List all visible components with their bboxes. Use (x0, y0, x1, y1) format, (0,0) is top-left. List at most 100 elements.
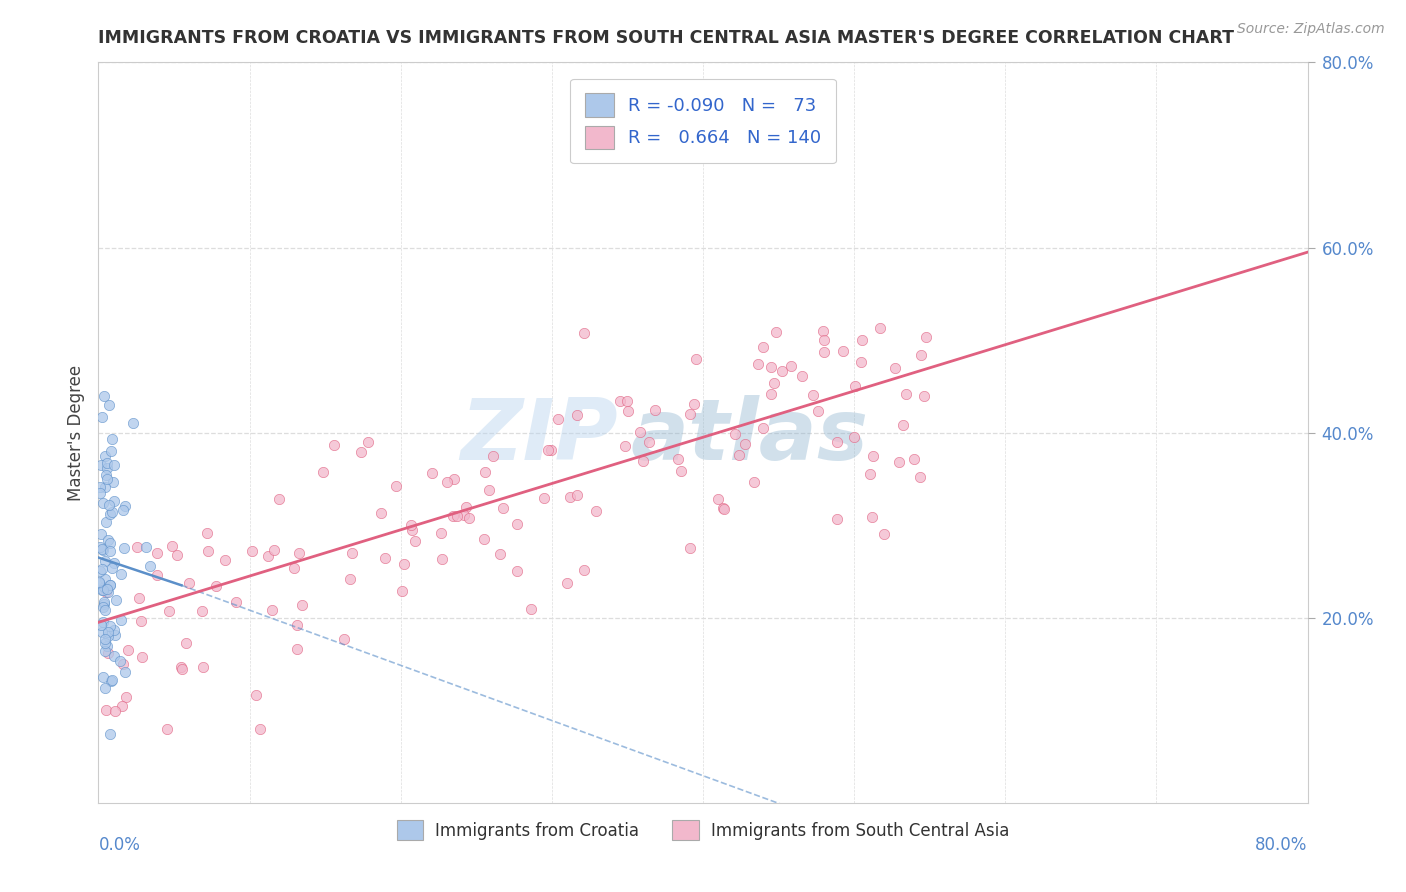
Point (101, 505, 124, 519)
Point (96, 467, 118, 482)
Point (97, 625, 120, 640)
Text: atlas: atlas (630, 395, 869, 478)
Point (98, 507, 121, 521)
Point (103, 648, 125, 663)
Point (453, 508, 475, 522)
Point (533, 491, 555, 505)
Point (752, 421, 775, 435)
Point (129, 614, 152, 628)
Point (844, 379, 866, 393)
Point (110, 613, 132, 627)
Point (108, 655, 131, 669)
Point (790, 368, 813, 383)
Point (98, 544, 121, 558)
Point (474, 465, 496, 479)
Point (97, 646, 120, 660)
Point (370, 506, 392, 520)
Point (350, 444, 373, 458)
Point (146, 568, 169, 582)
Point (195, 525, 218, 540)
Point (90, 624, 112, 639)
Point (727, 448, 749, 462)
Legend: Immigrants from Croatia, Immigrants from South Central Asia: Immigrants from Croatia, Immigrants from… (389, 814, 1017, 847)
Point (110, 566, 132, 581)
Point (100, 535, 122, 549)
Point (117, 643, 139, 657)
Point (887, 455, 910, 469)
Point (679, 541, 702, 556)
Point (169, 660, 191, 674)
Point (112, 657, 135, 671)
Point (90, 582, 112, 597)
Point (860, 510, 883, 524)
Point (851, 333, 873, 347)
Point (90, 562, 112, 576)
Point (112, 541, 135, 555)
Point (90, 458, 112, 473)
Point (90, 618, 112, 632)
Point (93, 388, 115, 402)
Point (912, 389, 935, 403)
Point (98, 727, 121, 741)
Point (813, 324, 835, 338)
Point (127, 540, 149, 554)
Point (249, 722, 271, 736)
Point (630, 425, 652, 439)
Point (489, 547, 512, 561)
Point (401, 524, 423, 538)
Point (103, 556, 125, 570)
Point (89, 565, 111, 579)
Point (114, 665, 136, 679)
Point (91, 496, 114, 510)
Point (679, 407, 702, 421)
Point (765, 325, 787, 339)
Point (356, 435, 378, 450)
Text: 0.0%: 0.0% (98, 836, 141, 855)
Point (191, 604, 214, 618)
Point (100, 673, 122, 688)
Point (89, 576, 111, 591)
Point (291, 598, 314, 612)
Point (713, 501, 735, 516)
Point (520, 602, 543, 616)
Point (267, 492, 290, 507)
Y-axis label: Master's Degree: Master's Degree (66, 365, 84, 500)
Point (813, 333, 835, 347)
Point (617, 404, 640, 418)
Point (762, 376, 785, 390)
Point (98, 578, 121, 592)
Point (283, 561, 305, 575)
Point (94, 636, 117, 650)
Point (96, 582, 118, 596)
Point (401, 517, 423, 532)
Point (669, 464, 692, 478)
Point (176, 636, 198, 650)
Point (263, 543, 285, 558)
Point (93, 449, 115, 463)
Point (97, 584, 120, 599)
Point (287, 642, 309, 657)
Point (101, 432, 124, 446)
Point (103, 458, 125, 472)
Point (128, 591, 150, 606)
Point (420, 466, 443, 480)
Point (114, 499, 136, 513)
Point (111, 699, 134, 714)
Point (585, 503, 607, 517)
Point (93, 595, 115, 609)
Point (111, 503, 134, 517)
Point (506, 564, 529, 578)
Point (404, 533, 426, 548)
Point (166, 548, 188, 562)
Point (638, 434, 661, 449)
Point (96, 639, 118, 653)
Point (666, 451, 689, 466)
Point (94, 644, 117, 658)
Point (89, 574, 111, 589)
Point (100, 444, 122, 458)
Point (89, 540, 111, 554)
Point (631, 454, 654, 468)
Point (214, 553, 236, 567)
Point (103, 494, 125, 508)
Point (565, 408, 588, 422)
